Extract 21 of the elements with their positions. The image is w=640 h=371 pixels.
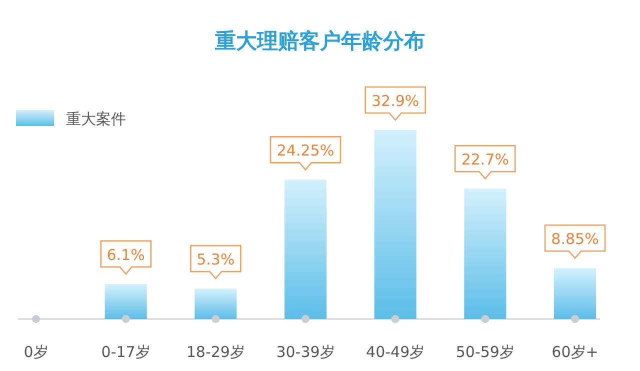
x-tick-label: 30-39岁 (276, 343, 335, 361)
bar (194, 288, 237, 319)
x-tick-label: 0岁 (24, 343, 48, 361)
bar (464, 188, 506, 319)
data-label: 8.85% (551, 230, 599, 248)
bar (374, 130, 416, 319)
data-label: 24.25% (276, 142, 334, 160)
bar (284, 180, 326, 319)
data-label: 6.1% (106, 246, 145, 264)
x-tick-label: 18-29岁 (186, 343, 245, 361)
data-label: 22.7% (461, 150, 509, 169)
chart-title: 重大理赔客户年龄分布 (214, 29, 425, 53)
x-tick-label: 60岁+ (552, 343, 598, 361)
data-label: 32.9% (372, 92, 420, 110)
bar (104, 284, 147, 319)
legend-label: 重大案件 (66, 110, 126, 128)
data-label: 5.3% (196, 250, 235, 269)
x-tick-label: 0-17岁 (101, 343, 150, 361)
bar (554, 268, 596, 319)
x-tick-label: 40-49岁 (366, 343, 425, 361)
x-tick-label: 50-59岁 (456, 343, 514, 361)
